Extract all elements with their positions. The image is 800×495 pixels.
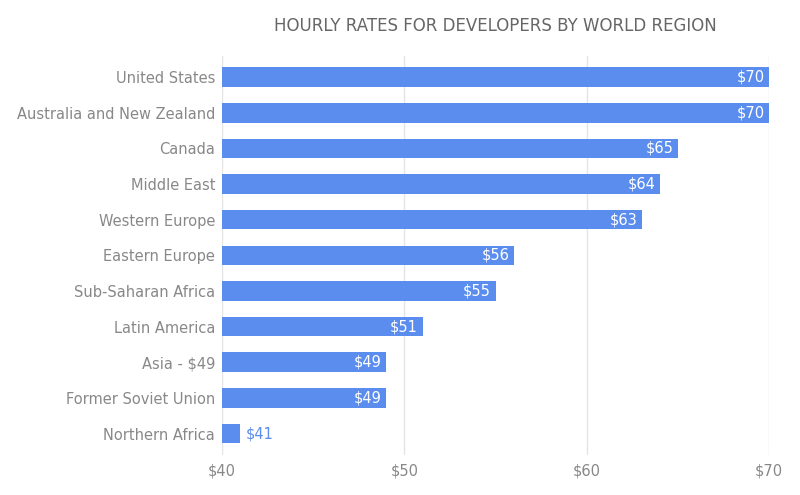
Bar: [222, 174, 660, 194]
Bar: [222, 352, 386, 372]
Text: $56: $56: [482, 248, 510, 263]
Text: $51: $51: [390, 319, 418, 334]
Bar: [222, 246, 514, 265]
Bar: [222, 317, 422, 337]
Bar: [222, 67, 770, 87]
Text: $63: $63: [610, 212, 637, 227]
Text: $49: $49: [354, 355, 382, 370]
Text: $70: $70: [737, 105, 765, 120]
Bar: [222, 210, 642, 230]
Bar: [222, 139, 678, 158]
Bar: [222, 281, 496, 301]
Text: $49: $49: [354, 391, 382, 405]
Title: HOURLY RATES FOR DEVELOPERS BY WORLD REGION: HOURLY RATES FOR DEVELOPERS BY WORLD REG…: [274, 17, 717, 35]
Text: $65: $65: [646, 141, 674, 156]
Bar: [222, 388, 386, 408]
Text: $64: $64: [627, 177, 655, 192]
Bar: [222, 424, 240, 444]
Text: $70: $70: [737, 70, 765, 85]
Text: $55: $55: [463, 284, 491, 298]
Bar: [222, 103, 770, 123]
Text: $41: $41: [246, 426, 274, 441]
